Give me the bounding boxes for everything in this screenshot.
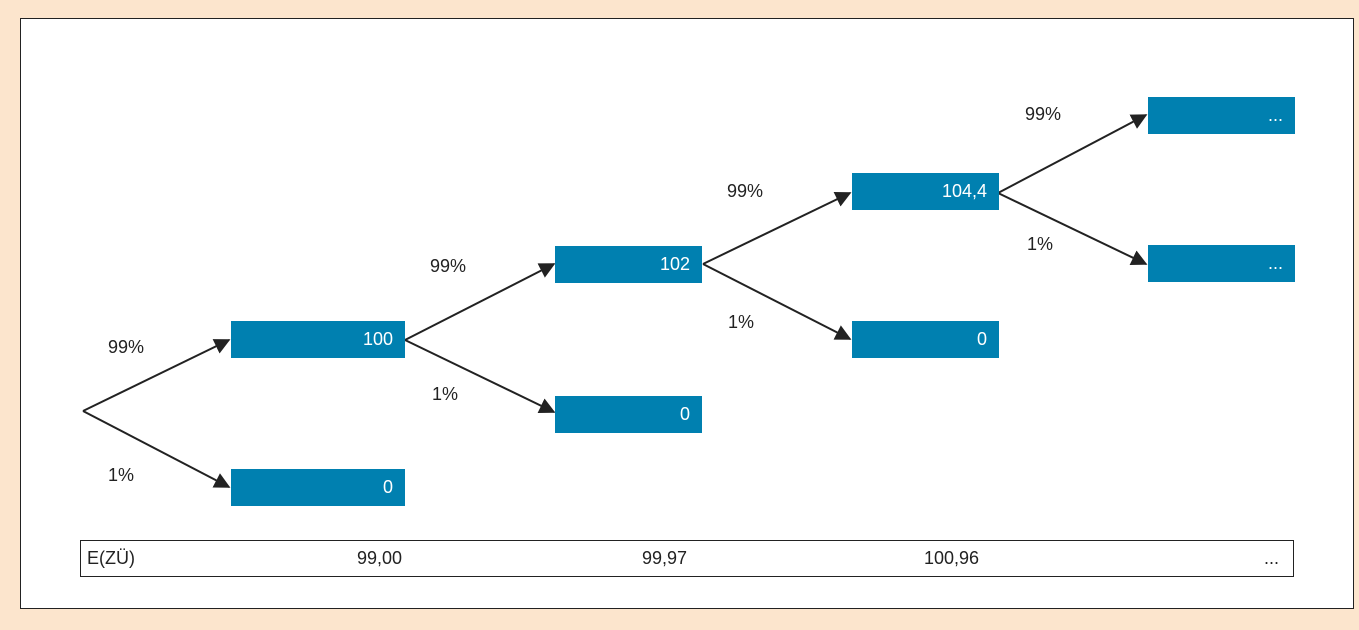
edge-root-down xyxy=(82,410,231,488)
node-level4-down: ... xyxy=(1148,245,1295,282)
prob-label-l2-up: 99% xyxy=(727,181,764,201)
node-level3-down: 0 xyxy=(852,321,999,358)
expected-value-4: ... xyxy=(1263,548,1279,568)
expected-value-label: E(ZÜ) xyxy=(87,548,135,568)
edge-root-up xyxy=(82,339,231,412)
node-level1-up: 100 xyxy=(231,321,405,358)
expected-value-1: 99,00 xyxy=(357,548,403,568)
edge-l1-up xyxy=(404,263,556,341)
node-level2-up: 102 xyxy=(555,246,702,283)
prob-label-l2-down: 1% xyxy=(728,312,755,332)
prob-label-root-down: 1% xyxy=(108,465,135,485)
edge-l3-down xyxy=(997,192,1148,265)
expected-value-row: E(ZÜ) 99,00 99,97 100,96 ... xyxy=(80,540,1294,577)
edge-l3-up xyxy=(997,114,1148,194)
expected-value-2: 99,97 xyxy=(642,548,688,568)
node-level4-up: ... xyxy=(1148,97,1295,134)
edge-l1-down xyxy=(404,339,556,413)
prob-label-l3-up: 99% xyxy=(1025,104,1062,124)
edge-l2-down xyxy=(702,263,852,340)
prob-label-l1-up: 99% xyxy=(430,256,467,276)
prob-label-root-up: 99% xyxy=(108,337,145,357)
edge-l2-up xyxy=(702,192,852,265)
expected-value-3: 100,96 xyxy=(924,548,980,568)
node-level2-down: 0 xyxy=(555,396,702,433)
prob-label-l1-down: 1% xyxy=(432,384,459,404)
prob-label-l3-down: 1% xyxy=(1027,234,1054,254)
node-level1-down: 0 xyxy=(231,469,405,506)
node-level3-up: 104,4 xyxy=(852,173,999,210)
